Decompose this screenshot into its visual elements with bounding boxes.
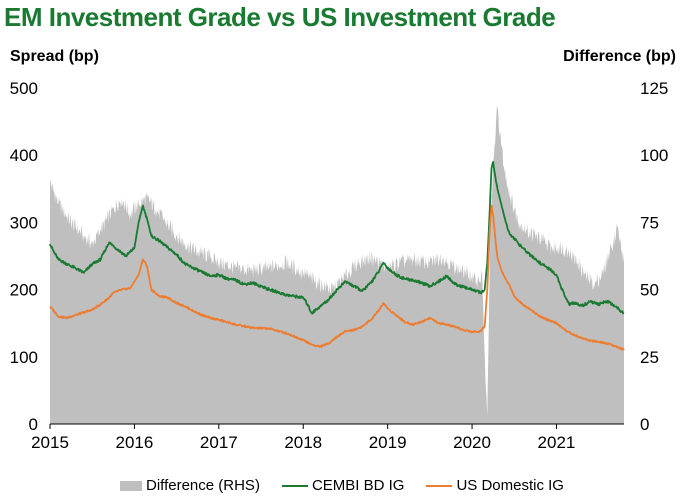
x-tick-label: 2018 <box>284 433 322 452</box>
y-right-tick-label: 25 <box>640 348 659 367</box>
legend: Difference (RHS) CEMBI BD IG US Domestic… <box>0 477 684 494</box>
y-left-tick-label: 200 <box>10 281 38 300</box>
tick-layer: 0 100 200 300 400 500 0 25 50 75 100 125 2015 2016 201… <box>10 79 669 452</box>
x-tick-label: 2020 <box>453 433 491 452</box>
y-right-tick-label: 50 <box>640 281 659 300</box>
x-tick-label: 2015 <box>31 433 69 452</box>
area-layer <box>50 106 624 425</box>
x-tick-label: 2021 <box>538 433 576 452</box>
y-left-tick-label: 100 <box>10 348 38 367</box>
legend-swatch-cembi <box>281 484 308 487</box>
x-tick-label: 2017 <box>200 433 238 452</box>
series-cembi-line <box>49 161 625 315</box>
y-right-tick-label: 100 <box>640 146 668 165</box>
chart-title: EM Investment Grade vs US Investment Gra… <box>4 2 556 32</box>
series-us-domestic-line <box>49 204 625 351</box>
legend-label-cembi: CEMBI BD IG <box>311 477 405 494</box>
y-right-tick-label: 0 <box>640 415 649 434</box>
y-left-tick-label: 500 <box>10 79 38 98</box>
legend-swatch-us-domestic <box>426 484 453 487</box>
legend-item-difference: Difference (RHS) <box>120 477 260 494</box>
x-tick-label: 2016 <box>115 433 153 452</box>
y-left-tick-label: 400 <box>10 146 38 165</box>
line-layer <box>49 161 625 351</box>
y-left-tick-label: 0 <box>29 415 38 434</box>
series-difference-area <box>50 106 624 425</box>
y-right-tick-label: 125 <box>640 79 668 98</box>
y-axis-right-title: Difference (bp) <box>563 48 676 65</box>
legend-label-difference: Difference (RHS) <box>146 477 260 494</box>
y-left-tick-label: 300 <box>10 213 38 232</box>
legend-label-us-domestic: US Domestic IG <box>456 477 564 494</box>
legend-swatch-difference <box>120 480 143 491</box>
x-tick-label: 2019 <box>369 433 407 452</box>
y-axis-left-title: Spread (bp) <box>10 48 99 65</box>
legend-item-cembi: CEMBI BD IG <box>281 477 405 494</box>
legend-item-us-domestic: US Domestic IG <box>426 477 564 494</box>
y-right-tick-label: 75 <box>640 213 659 232</box>
